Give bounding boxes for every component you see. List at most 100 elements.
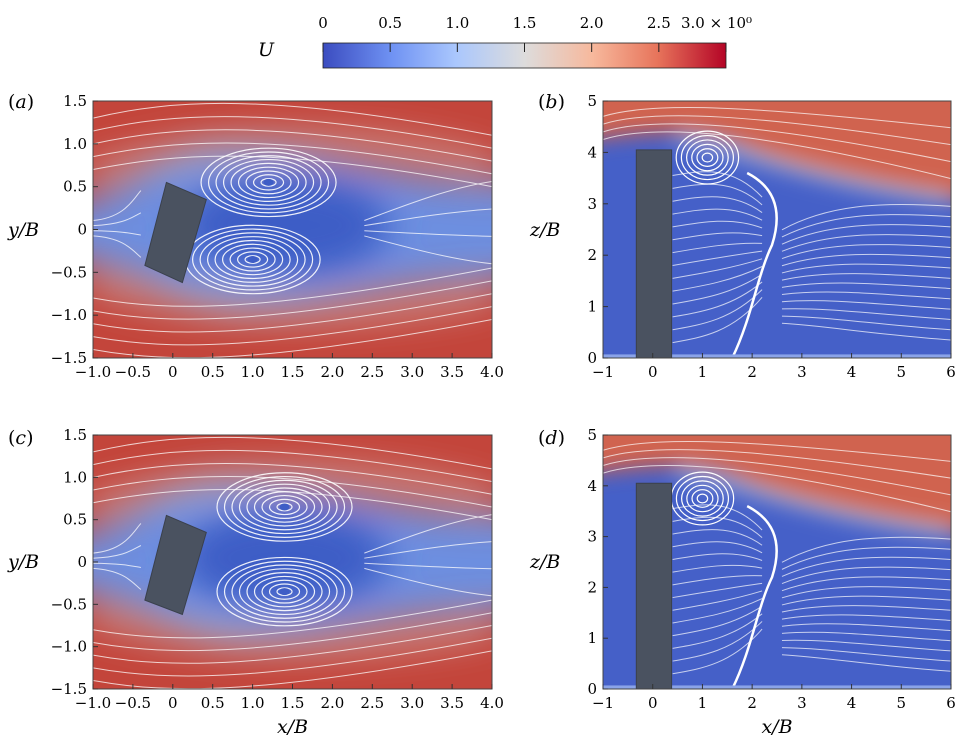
streamline bbox=[781, 556, 951, 577]
streamline bbox=[93, 293, 492, 333]
building-body bbox=[635, 149, 673, 358]
x-tick-label: 4.0 bbox=[480, 694, 504, 712]
vortex-ring bbox=[238, 483, 331, 531]
vortex-ring bbox=[261, 494, 308, 519]
streamline bbox=[781, 224, 951, 245]
streamlines bbox=[93, 102, 492, 358]
streamline bbox=[781, 586, 951, 599]
vortex-ring bbox=[691, 489, 714, 508]
streamline bbox=[603, 457, 951, 496]
panel-c: −1.0 −0.5 0 0.5 1.0 1.5 2.0 2.5 3.0 3.5 4.0−1.5−1.… bbox=[7, 426, 504, 738]
streamline bbox=[781, 654, 951, 672]
streamline bbox=[93, 102, 492, 136]
x-tick-label: 3.0 bbox=[400, 363, 424, 381]
streamline bbox=[672, 564, 763, 573]
streamline bbox=[672, 258, 763, 279]
vortex-ring bbox=[238, 568, 331, 616]
x-tick-label: 2.5 bbox=[360, 694, 384, 712]
vortex-ring bbox=[192, 228, 314, 291]
streamline bbox=[93, 625, 492, 664]
panel-label: (d) bbox=[538, 427, 565, 449]
vortex-ring bbox=[691, 143, 724, 172]
y-tick-label: 0.5 bbox=[63, 511, 87, 529]
streamlines bbox=[93, 436, 492, 689]
y-axis-label: y/B bbox=[7, 219, 39, 241]
x-tick-label: 4 bbox=[847, 694, 857, 712]
colorbar-tick-label: 1.0 bbox=[445, 14, 469, 32]
vortex-ring bbox=[276, 502, 293, 512]
vortex-ring bbox=[246, 572, 323, 612]
streamline bbox=[672, 598, 763, 624]
streamline bbox=[672, 504, 763, 531]
y-tick-label: 0 bbox=[587, 680, 597, 698]
vortex-ring bbox=[253, 575, 316, 608]
x-tick-label: 3.5 bbox=[440, 363, 464, 381]
x-axis-label: x/B bbox=[761, 716, 792, 738]
x-tick-label: 4.0 bbox=[480, 363, 504, 381]
x-tick-label: 3 bbox=[797, 694, 807, 712]
vortex-ring bbox=[216, 472, 353, 542]
y-tick-label: 0 bbox=[77, 221, 87, 239]
x-tick-label: 6 bbox=[946, 694, 956, 712]
streamline bbox=[781, 300, 951, 310]
vortex-ring bbox=[686, 484, 719, 513]
vortex bbox=[216, 472, 353, 542]
vortex-ring bbox=[681, 480, 724, 517]
streamline bbox=[672, 183, 763, 206]
high-velocity-region bbox=[603, 101, 951, 199]
vortex-ring bbox=[200, 147, 337, 218]
vortex-ring bbox=[696, 148, 719, 167]
vortex-ring bbox=[222, 158, 315, 206]
x-tick-label: 0 bbox=[648, 694, 658, 712]
streamline bbox=[93, 306, 492, 346]
y-tick-label: 1.0 bbox=[63, 468, 87, 486]
streamline bbox=[93, 318, 492, 358]
streamline bbox=[93, 212, 142, 227]
streamline bbox=[93, 280, 492, 320]
streamline bbox=[93, 462, 492, 495]
velocity-field bbox=[603, 101, 951, 358]
x-tick-label: 2.5 bbox=[360, 363, 384, 381]
axes-frame bbox=[602, 434, 952, 690]
streamline bbox=[603, 440, 951, 462]
streamline bbox=[781, 639, 951, 652]
x-tick-label: 1 bbox=[698, 363, 708, 381]
streamline bbox=[364, 230, 492, 237]
y-tick-label: 0 bbox=[587, 349, 597, 367]
ground-layer bbox=[603, 685, 951, 689]
vortex-core bbox=[247, 255, 258, 263]
y-tick-label: −1.0 bbox=[51, 638, 87, 656]
y-axis-label: z/B bbox=[529, 219, 560, 241]
streamline bbox=[781, 273, 951, 281]
streamline bbox=[93, 545, 142, 559]
streamline bbox=[672, 590, 763, 611]
colorbar-label: U bbox=[258, 39, 275, 61]
y-tick-label: 5 bbox=[587, 92, 597, 110]
x-tick-label: 2 bbox=[747, 694, 757, 712]
streamline bbox=[781, 614, 951, 621]
streamline bbox=[781, 623, 951, 632]
streamline bbox=[672, 297, 763, 344]
streamline bbox=[781, 263, 951, 274]
streamline bbox=[93, 567, 142, 590]
streamline bbox=[781, 282, 951, 290]
separation-line bbox=[731, 171, 778, 358]
colorbar-ticks: 0 0.5 1.0 1.5 2.0 2.5 3.0 × 10⁰ bbox=[318, 14, 752, 52]
x-tick-label: −1 bbox=[592, 694, 614, 712]
x-tick-label: 2 bbox=[747, 363, 757, 381]
streamline bbox=[93, 637, 492, 677]
x-tick-label: −1.0 bbox=[75, 694, 111, 712]
streamline bbox=[672, 232, 763, 241]
streamline bbox=[603, 107, 951, 129]
y-tick-label: −0.5 bbox=[51, 263, 87, 281]
colorbar-tick-label: 2.5 bbox=[647, 14, 671, 32]
streamline bbox=[603, 449, 951, 479]
streamline bbox=[672, 281, 763, 318]
streamline bbox=[93, 449, 492, 483]
vortex-ring bbox=[260, 177, 277, 187]
vortex-ring bbox=[686, 139, 729, 176]
y-tick-label: 0.5 bbox=[63, 178, 87, 196]
vortex-core bbox=[263, 178, 274, 186]
streamline bbox=[672, 196, 763, 213]
